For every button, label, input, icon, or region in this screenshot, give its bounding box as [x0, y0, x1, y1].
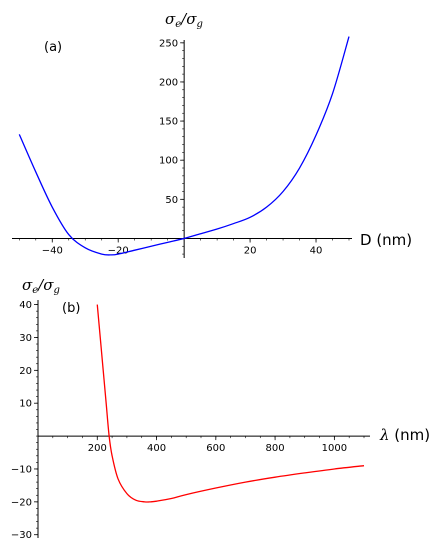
panel-b-y-tick-label: 40	[19, 300, 32, 311]
panel-a-y-axis-label: σe/σg	[165, 10, 203, 30]
panel-a-x-tick-label: −20	[108, 245, 129, 256]
panel-b-x-tick-label: 400	[147, 443, 166, 454]
panel-b-y-tick-label: 20	[19, 366, 32, 377]
panel-b-y-tick-label: −30	[11, 530, 32, 541]
panel-b-x-tick-label: 800	[266, 443, 285, 454]
panel-a-x-tick-label: 40	[310, 245, 323, 256]
panel-b-y-tick-label: 30	[19, 333, 32, 344]
panel-a-y-tick-label: 200	[159, 77, 178, 88]
panel-a-x-axis-label: D (nm)	[360, 231, 412, 249]
panel-b-y-tick-label: 10	[19, 399, 32, 410]
panel-b-y-tick-label: −20	[11, 497, 32, 508]
panel-b-y-axis-label: σe/σg	[22, 276, 60, 296]
panel-a-y-tick-label: 150	[159, 117, 178, 128]
panel-a-y-tick-label: 100	[159, 156, 178, 167]
panel-b: (b) σe/σg λ (nm) 200 400 600 800 1000 −30 −20 −…	[11, 276, 430, 541]
panel-b-y-tick-label: −10	[11, 464, 32, 475]
panel-a-x-tick-label: 20	[244, 245, 257, 256]
panel-b-x-tick-label: 200	[88, 443, 107, 454]
panel-b-x-axis-label: λ (nm)	[379, 426, 430, 444]
panel-b-x-tick-label: 1000	[322, 443, 347, 454]
panel-a: (a) σe/σg D (nm) −40 −20 20 40 50 100 150 200 25…	[12, 10, 412, 258]
panel-a-series-line	[18, 36, 350, 256]
panel-b-x-tick-label: 600	[206, 443, 225, 454]
panel-a-x-tick-label: −40	[42, 245, 63, 256]
panel-b-label: (b)	[62, 301, 80, 316]
panel-a-y-tick-label: 250	[159, 38, 178, 49]
panel-a-label: (a)	[44, 40, 62, 55]
panel-a-y-tick-label: 50	[165, 195, 178, 206]
panel-b-series-line	[96, 304, 365, 503]
